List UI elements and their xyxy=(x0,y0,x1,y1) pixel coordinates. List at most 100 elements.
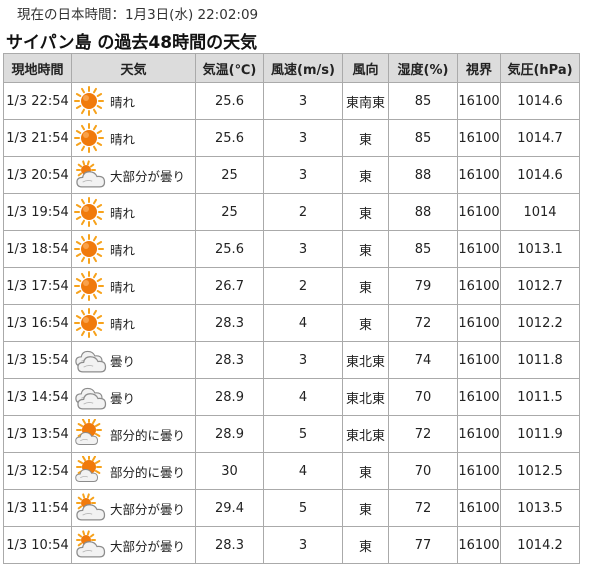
cell-wind-speed: 2 xyxy=(263,267,343,305)
column-header-humidity: 湿度(%) xyxy=(388,53,458,83)
cell-humidity: 70 xyxy=(388,378,458,416)
cell-pressure: 1014.6 xyxy=(500,82,580,120)
sun-icon xyxy=(73,234,108,264)
weather-label: 部分的に曇り xyxy=(110,464,186,480)
cell-temperature: 28.3 xyxy=(195,304,264,342)
cell-pressure: 1014.6 xyxy=(500,156,580,194)
cell-humidity: 70 xyxy=(388,452,458,490)
cell-weather: 大部分が曇り xyxy=(71,156,196,194)
cell-humidity: 72 xyxy=(388,304,458,342)
cell-pressure: 1014 xyxy=(500,193,580,231)
cell-wind-speed: 3 xyxy=(263,156,343,194)
cell-humidity: 85 xyxy=(388,230,458,268)
cell-temperature: 26.7 xyxy=(195,267,264,305)
cell-weather: 部分的に曇り xyxy=(71,452,196,490)
table-row: 1/3 18:54 晴れ 25.6 3 東 85 16100 1013.1 xyxy=(3,230,580,268)
cell-pressure: 1013.5 xyxy=(500,489,580,527)
table-row: 1/3 16:54 晴れ 28.3 4 東 72 16100 1012.2 xyxy=(3,304,580,342)
weather-label: 大部分が曇り xyxy=(110,501,186,517)
partly-cloudy-icon xyxy=(73,456,108,486)
cell-weather: 晴れ xyxy=(71,304,196,342)
mostly-cloudy-icon xyxy=(73,493,108,523)
cell-weather: 晴れ xyxy=(71,193,196,231)
cell-wind-direction: 東北東 xyxy=(342,415,389,453)
column-header-local-time: 現地時間 xyxy=(3,53,72,83)
cell-local-time: 1/3 11:54 xyxy=(3,489,72,527)
weather-label: 晴れ xyxy=(110,131,136,147)
cell-wind-direction: 東 xyxy=(342,230,389,268)
cell-temperature: 28.9 xyxy=(195,415,264,453)
sun-icon xyxy=(73,308,108,338)
cell-visibility: 16100 xyxy=(457,452,501,490)
weather-label: 晴れ xyxy=(110,94,136,110)
cell-weather: 大部分が曇り xyxy=(71,489,196,527)
column-header-wind-direction: 風向 xyxy=(342,53,389,83)
cell-weather: 大部分が曇り xyxy=(71,526,196,564)
cell-visibility: 16100 xyxy=(457,267,501,305)
cell-temperature: 25.6 xyxy=(195,230,264,268)
weather-label: 曇り xyxy=(110,353,136,369)
weather-history-table: 現地時間 天気 気温(℃) 風速(m/s) 風向 湿度(%) 視界 気圧(hPa… xyxy=(3,53,580,564)
cell-local-time: 1/3 12:54 xyxy=(3,452,72,490)
sun-icon xyxy=(73,123,108,153)
cell-pressure: 1013.1 xyxy=(500,230,580,268)
cell-weather: 晴れ xyxy=(71,119,196,157)
cell-wind-direction: 東南東 xyxy=(342,82,389,120)
cell-pressure: 1011.8 xyxy=(500,341,580,379)
cell-temperature: 25.6 xyxy=(195,82,264,120)
weather-label: 大部分が曇り xyxy=(110,538,186,554)
cell-wind-speed: 4 xyxy=(263,378,343,416)
table-row: 1/3 12:54 部分的に曇り 30 4 東 70 16100 1012.5 xyxy=(3,452,580,490)
cell-wind-speed: 4 xyxy=(263,452,343,490)
sun-icon xyxy=(73,86,108,116)
cell-wind-direction: 東北東 xyxy=(342,378,389,416)
cell-wind-speed: 5 xyxy=(263,489,343,527)
cell-local-time: 1/3 13:54 xyxy=(3,415,72,453)
cell-humidity: 77 xyxy=(388,526,458,564)
cell-visibility: 16100 xyxy=(457,82,501,120)
current-japan-time: 現在の日本時間：1月3日(水) 22:02:09 xyxy=(17,7,259,23)
cell-humidity: 72 xyxy=(388,415,458,453)
cloud-icon xyxy=(73,345,108,375)
cell-visibility: 16100 xyxy=(457,230,501,268)
cell-visibility: 16100 xyxy=(457,156,501,194)
cell-pressure: 1012.5 xyxy=(500,452,580,490)
cell-visibility: 16100 xyxy=(457,378,501,416)
table-row: 1/3 13:54 部分的に曇り 28.9 5 東北東 72 16100 101… xyxy=(3,415,580,453)
weather-label: 部分的に曇り xyxy=(110,427,186,443)
cell-weather: 部分的に曇り xyxy=(71,415,196,453)
sun-icon xyxy=(73,271,108,301)
cell-temperature: 25.6 xyxy=(195,119,264,157)
column-header-weather: 天気 xyxy=(71,53,196,83)
cell-visibility: 16100 xyxy=(457,193,501,231)
cell-humidity: 88 xyxy=(388,193,458,231)
cell-wind-speed: 3 xyxy=(263,526,343,564)
cell-humidity: 79 xyxy=(388,267,458,305)
cell-local-time: 1/3 17:54 xyxy=(3,267,72,305)
cell-wind-speed: 3 xyxy=(263,82,343,120)
table-row: 1/3 20:54 大部分が曇り 25 3 東 88 16100 1014.6 xyxy=(3,156,580,194)
column-header-temperature: 気温(℃) xyxy=(195,53,264,83)
cell-wind-speed: 5 xyxy=(263,415,343,453)
cell-temperature: 25 xyxy=(195,156,264,194)
cell-humidity: 88 xyxy=(388,156,458,194)
cell-local-time: 1/3 15:54 xyxy=(3,341,72,379)
cell-wind-direction: 東 xyxy=(342,119,389,157)
cell-pressure: 1012.7 xyxy=(500,267,580,305)
cell-visibility: 16100 xyxy=(457,526,501,564)
cell-wind-speed: 3 xyxy=(263,230,343,268)
weather-label: 大部分が曇り xyxy=(110,168,186,184)
cell-temperature: 30 xyxy=(195,452,264,490)
cell-wind-direction: 東 xyxy=(342,156,389,194)
cloud-icon xyxy=(73,382,108,412)
cell-wind-direction: 東 xyxy=(342,304,389,342)
cell-temperature: 28.3 xyxy=(195,341,264,379)
column-header-wind-speed: 風速(m/s) xyxy=(263,53,343,83)
column-header-pressure: 気圧(hPa) xyxy=(500,53,580,83)
table-row: 1/3 11:54 大部分が曇り 29.4 5 東 72 16100 1013.… xyxy=(3,489,580,527)
cell-temperature: 28.3 xyxy=(195,526,264,564)
table-header-row: 現地時間 天気 気温(℃) 風速(m/s) 風向 湿度(%) 視界 気圧(hPa… xyxy=(3,53,580,83)
weather-label: 晴れ xyxy=(110,316,136,332)
cell-visibility: 16100 xyxy=(457,304,501,342)
cell-wind-speed: 2 xyxy=(263,193,343,231)
